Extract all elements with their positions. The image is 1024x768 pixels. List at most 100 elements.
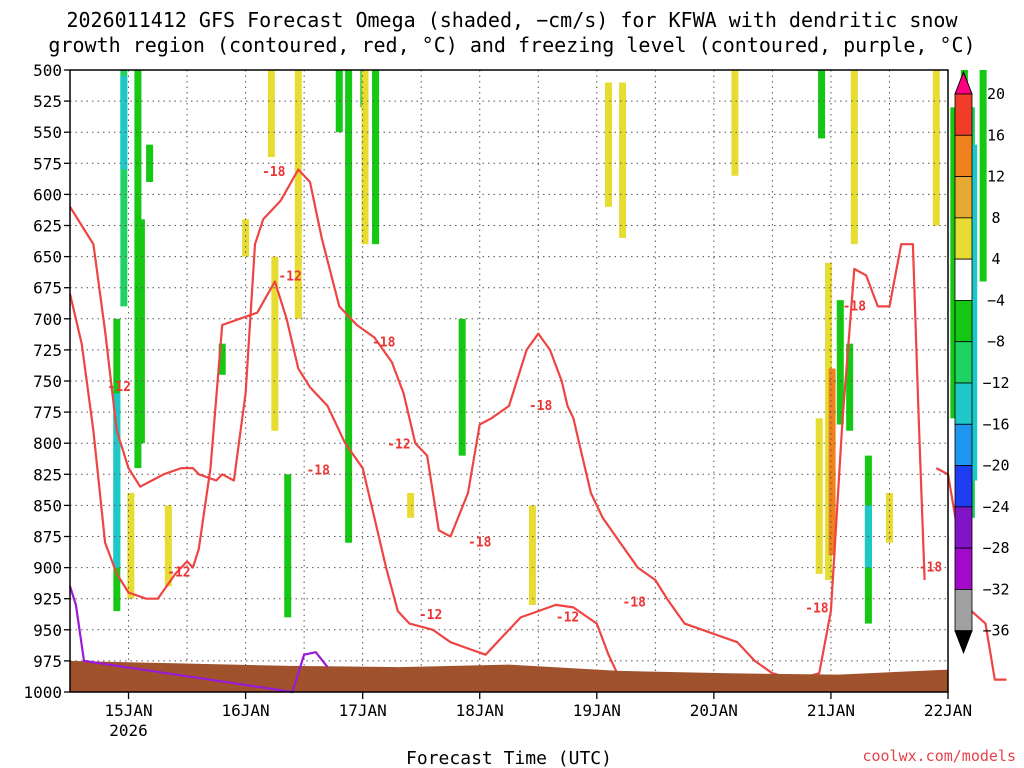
x-tick-label: 20JAN [690,701,738,720]
omega-cell [267,70,275,158]
colorbar-swatch [954,300,973,343]
omega-cell [850,70,858,245]
y-tick-label: 925 [33,590,62,609]
omega-cell [407,492,415,518]
dgz-contour-minus-12 [68,280,622,681]
colorbar-swatch [954,93,973,136]
colorbar-label: 4 [991,250,1000,268]
y-tick-label: 700 [33,310,62,329]
omega-cell [113,393,121,568]
omega-cell [932,70,940,226]
colorbar-label: −20 [982,457,1009,475]
y-tick-label: 800 [33,434,62,453]
omega-cell [271,256,279,431]
colorbar-top-arrow [954,70,973,95]
y-tick-label: 650 [33,248,62,267]
omega-cell [836,300,844,425]
colorbar-label: −16 [982,415,1009,433]
omega-shading-layer [70,70,987,692]
omega-cell [950,107,958,419]
plot-background [70,70,948,692]
colorbar-swatch [954,134,973,177]
y-tick-label: 675 [33,279,62,298]
y-tick-label: 850 [33,496,62,515]
x-tick-label: 19JAN [573,701,621,720]
y-tick-label: 625 [33,217,62,236]
contour-label: -12 [387,437,410,452]
omega-cell [731,70,739,176]
x-tick-label: 17JAN [339,701,387,720]
y-tick-label: 600 [33,185,62,204]
omega-cell [146,144,154,182]
colorbar-swatch [954,258,973,301]
omega-cell [528,505,536,605]
colorbar-label: 12 [987,168,1005,186]
colorbar-swatch [954,423,973,466]
x-tick-label: 18JAN [456,701,504,720]
colorbar-label: −24 [982,498,1009,516]
y-tick-label: 1000 [23,683,62,702]
chart-title-line-1: 2026011412 GFS Forecast Omega (shaded, −… [66,8,958,32]
x-axis-title: Forecast Time (UTC) [406,748,612,768]
colorbar-swatch [954,341,973,384]
contour-label: -12 [278,270,301,285]
omega-cell [970,144,978,481]
colorbar-swatch [954,465,973,508]
colorbar-swatch [954,382,973,425]
colorbar-label: 20 [987,85,1005,103]
y-tick-label: 775 [33,403,62,422]
contour-label: -12 [107,380,130,395]
colorbar-label: −32 [982,580,1009,598]
contour-label: -18 [919,561,943,576]
omega-cell [218,343,226,375]
omega-cell [605,82,613,207]
omega-cell [979,70,987,282]
y-tick-label: 550 [33,123,62,142]
contour-labels: -18 -12 -18 -12 -18 -12 -18 -12 -12 -18 -18 -12 -18 -… [107,165,942,625]
colorbar-bottom-arrow [954,630,973,655]
omega-cell [345,70,353,543]
contour-label: -18 [805,602,829,617]
omega-cell [294,70,302,319]
ground-terrain [70,660,948,692]
y-tick-label: 725 [33,341,62,360]
y-tick-label: 500 [33,61,62,80]
omega-cell [242,219,250,257]
y-tick-label: 900 [33,559,62,578]
omega-cell [828,368,836,556]
y-tick-label: 975 [33,652,62,671]
omega-cell [361,70,369,245]
colorbar-swatch [954,506,973,549]
omega-cell [458,318,466,456]
omega-cell [284,474,292,618]
y-tick-label: 575 [33,154,62,173]
contour-label: -18 [529,399,553,414]
colorbar-label: −12 [982,374,1009,392]
colorbar-label: −36 [982,622,1009,640]
credit-text[interactable]: coolwx.com/models [862,747,1016,765]
y-tick-label: 825 [33,465,62,484]
colorbar-swatch [954,217,973,260]
omega-cell [825,262,833,581]
omega-cell [885,492,893,543]
omega-cell [818,70,826,139]
contour-label: -12 [419,608,442,623]
omega-cell [164,505,172,587]
y-tick-label: 525 [33,92,62,111]
colorbar-swatch [954,547,973,590]
contour-label: -12 [556,610,579,625]
colorbar-label: −28 [982,539,1009,557]
x-tick-label: 16JAN [222,701,270,720]
omega-cell [372,70,380,245]
chart-title-line-2: growth region (contoured, red, °C) and f… [48,33,975,57]
contour-label: -18 [262,165,286,180]
gridlines [70,69,949,693]
ground-fill [70,660,948,692]
x-tick-label: 22JAN [924,701,972,720]
omega-cell [120,70,128,307]
colorbar-swatch [954,589,973,632]
contour-label: -18 [372,335,396,350]
contour-label: -18 [468,536,492,551]
omega-cell [815,418,823,574]
